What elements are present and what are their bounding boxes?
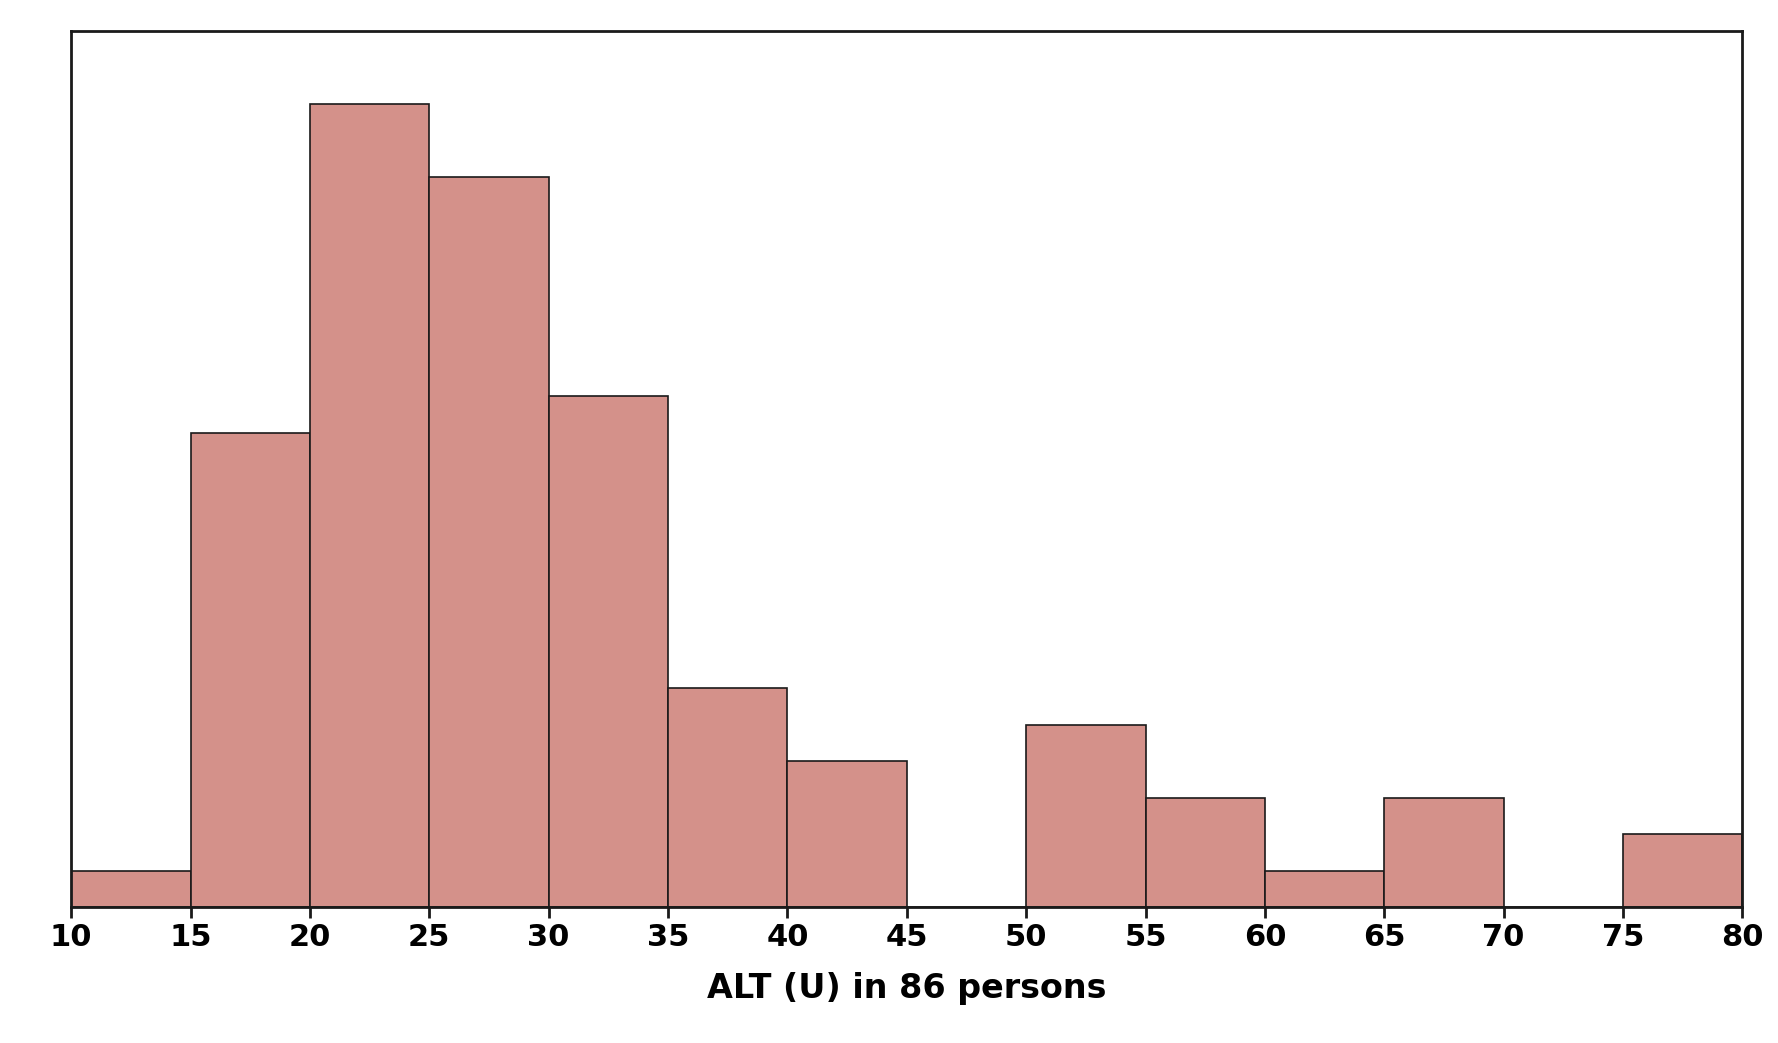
Bar xyxy=(1623,834,1742,907)
Bar xyxy=(1026,725,1145,907)
Bar xyxy=(309,104,428,907)
Bar xyxy=(1145,798,1264,907)
Bar xyxy=(549,396,669,907)
Bar xyxy=(428,177,549,907)
Bar xyxy=(71,871,190,907)
X-axis label: ALT (U) in 86 persons: ALT (U) in 86 persons xyxy=(708,972,1106,1004)
Bar xyxy=(1385,798,1504,907)
Bar xyxy=(1264,871,1385,907)
Bar xyxy=(788,761,907,907)
Bar xyxy=(669,688,788,907)
Bar xyxy=(190,433,309,907)
